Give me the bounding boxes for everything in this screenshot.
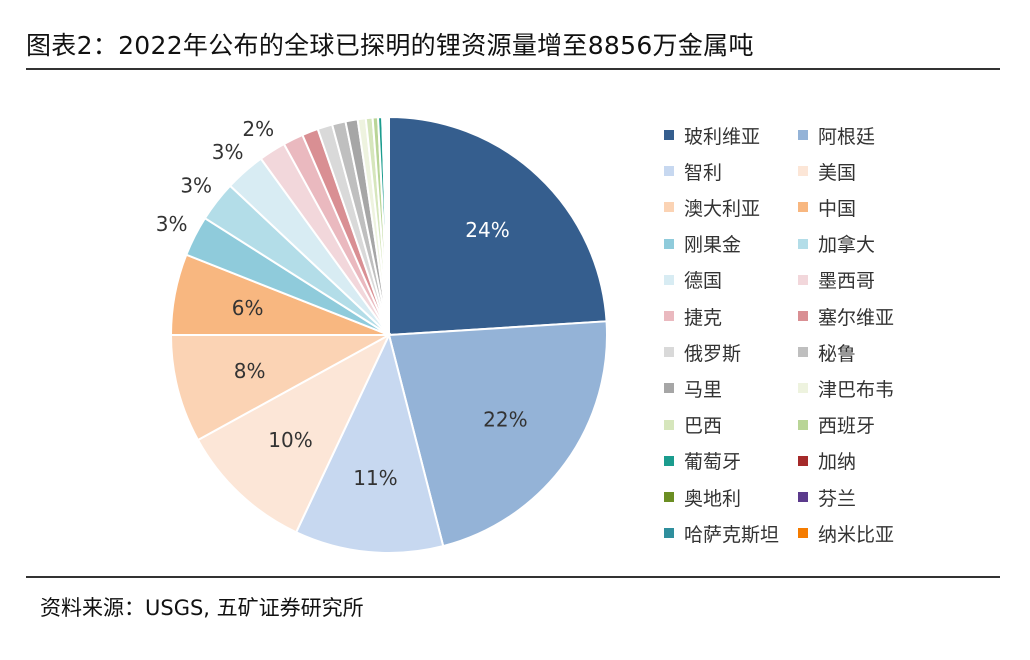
pie-slice-4: [169, 334, 390, 442]
legend-swatch: [664, 419, 674, 430]
pie-slice-3: [196, 332, 392, 534]
legend-item: 纳米比亚: [798, 520, 894, 546]
legend-swatch: [798, 455, 808, 466]
legend-swatch: [664, 166, 674, 177]
legend-label: 澳大利亚: [684, 197, 761, 220]
legend-label: 阿根廷: [818, 125, 876, 148]
legend-label: 中国: [818, 197, 857, 220]
legend-label: 葡萄牙: [684, 451, 742, 474]
legend-label: 俄罗斯: [684, 342, 742, 365]
legend-item: 津巴布韦: [798, 375, 894, 401]
legend-item: 加纳: [798, 448, 856, 474]
data-label-3: 10%: [268, 428, 312, 452]
legend-swatch: [798, 419, 808, 430]
legend-label: 塞尔维亚: [818, 306, 895, 329]
legend-swatch: [798, 311, 808, 321]
legend-swatch: [664, 383, 674, 394]
legend-swatch: [664, 202, 674, 213]
legend-item: 加拿大: [798, 231, 875, 257]
legend-label: 刚果金: [684, 234, 742, 257]
pie-slice-2: [294, 332, 445, 554]
data-label-0: 24%: [465, 218, 509, 242]
legend-label: 哈萨克斯坦: [684, 523, 780, 546]
data-label-7: 3%: [180, 173, 212, 197]
legend-swatch: [798, 383, 808, 394]
top-rule: [26, 68, 1000, 70]
legend-swatch: [798, 166, 808, 177]
legend-item: 俄罗斯: [664, 339, 741, 365]
legend-label: 加纳: [818, 451, 857, 474]
data-label-9: 2%: [242, 117, 274, 141]
legend-label: 纳米比亚: [818, 523, 895, 546]
legend-item: 芬兰: [798, 484, 856, 510]
chart-title: 图表2：2022年公布的全球已探明的锂资源量增至8856万金属吨: [26, 31, 754, 60]
legend-label: 津巴布韦: [818, 378, 895, 401]
legend-item: 捷克: [664, 303, 722, 329]
source-note: 资料来源：USGS, 五矿证券研究所: [40, 596, 364, 620]
legend-label: 马里: [684, 378, 723, 401]
legend-swatch: [664, 311, 674, 321]
legend-swatch: [798, 202, 808, 213]
legend-label: 墨西哥: [818, 270, 876, 293]
legend-item: 秘鲁: [798, 339, 856, 365]
legend-item: 阿根廷: [798, 122, 875, 148]
legend-item: 刚果金: [664, 231, 741, 257]
legend-swatch: [798, 492, 808, 502]
legend-swatch: [664, 455, 674, 466]
legend-swatch: [664, 238, 674, 249]
legend-item: 德国: [664, 267, 722, 293]
legend-item: 马里: [664, 375, 722, 401]
pie-slice-23: [386, 115, 390, 336]
legend-item: 西班牙: [798, 412, 875, 438]
legend-item: 玻利维亚: [664, 122, 760, 148]
legend-swatch: [798, 238, 808, 249]
legend-item: 美国: [798, 158, 856, 184]
legend-item: 塞尔维亚: [798, 303, 894, 329]
data-label-6: 3%: [156, 212, 188, 236]
legend-swatch: [798, 528, 808, 539]
data-label-4: 8%: [234, 359, 266, 383]
legend-label: 巴西: [684, 415, 723, 438]
legend-swatch: [664, 347, 674, 358]
data-label-1: 22%: [483, 408, 527, 432]
legend-item: 澳大利亚: [664, 194, 760, 220]
legend-item: 中国: [798, 194, 856, 220]
legend-label: 玻利维亚: [684, 125, 761, 148]
legend-label: 智利: [684, 161, 723, 184]
legend-label: 西班牙: [818, 415, 876, 438]
legend-item: 智利: [664, 158, 722, 184]
data-label-8: 3%: [212, 140, 244, 164]
pie-slice-1: [387, 320, 608, 548]
legend-swatch: [798, 274, 808, 285]
legend-item: 巴西: [664, 412, 722, 438]
legend-label: 秘鲁: [818, 342, 857, 365]
legend-label: 德国: [684, 270, 723, 293]
legend-swatch: [798, 130, 808, 140]
legend-swatch: [664, 492, 674, 502]
legend-swatch: [664, 528, 674, 539]
legend-swatch: [664, 130, 674, 140]
bottom-rule: [26, 576, 1000, 578]
legend-swatch: [664, 274, 674, 285]
legend-label: 加拿大: [818, 234, 876, 257]
legend-item: 墨西哥: [798, 267, 875, 293]
legend-swatch: [798, 347, 808, 358]
legend-label: 奥地利: [684, 487, 742, 510]
pie-slice-0: [388, 115, 608, 337]
legend-item: 奥地利: [664, 484, 741, 510]
legend-label: 美国: [818, 161, 857, 184]
legend-item: 哈萨克斯坦: [664, 520, 779, 546]
data-label-5: 6%: [232, 296, 264, 320]
data-label-2: 11%: [353, 466, 397, 490]
legend-label: 捷克: [684, 306, 723, 329]
legend-label: 芬兰: [818, 487, 857, 510]
legend-item: 葡萄牙: [664, 448, 741, 474]
